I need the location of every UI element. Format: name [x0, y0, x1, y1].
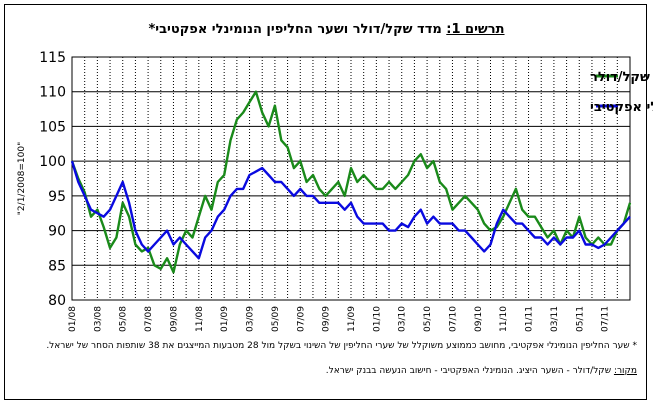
x-tick-label: 03/09 — [246, 306, 256, 332]
y-tick-label: 115 — [39, 50, 66, 66]
x-tick-label: 07/09 — [296, 306, 306, 332]
x-tick-label: 07/08 — [144, 306, 154, 332]
y-tick-label: 80 — [48, 293, 66, 309]
x-tick-label: 11/09 — [347, 306, 357, 332]
y-tick-label: 105 — [39, 119, 66, 135]
series-line-effective — [70, 160, 631, 260]
x-tick-label: 01/10 — [372, 306, 382, 332]
source-label: מקור: — [613, 366, 637, 376]
chart-title-prefix: תרשים 1: — [446, 22, 505, 37]
legend-label-effective: נומינלי אפקטיבי — [590, 100, 653, 115]
x-tick-label: 01/09 — [220, 306, 230, 332]
x-tick-label: 03/10 — [398, 306, 408, 332]
x-tick-label: 03/11 — [550, 306, 560, 332]
x-tick-label: 05/10 — [423, 306, 433, 332]
y-axis-label: "2/1/2008=100" — [17, 142, 27, 215]
x-tick-label: 11/08 — [195, 306, 205, 332]
legend-label-usd: שקל/דולר — [590, 70, 650, 85]
y-tick-label: 90 — [48, 224, 66, 240]
chart-title: תרשים 1: מדד שקל/דולר ושער החליפין הנומי… — [0, 22, 653, 37]
x-tick-label: 09/10 — [474, 306, 484, 332]
x-tick-label: 09/09 — [322, 306, 332, 332]
x-tick-label: 05/09 — [271, 306, 281, 332]
series-line-usd — [70, 90, 632, 274]
x-tick-label: 05/11 — [575, 306, 585, 332]
footnote-source: מקור: שקל/דולר - השער היציג. הנומינלי הא… — [17, 366, 637, 376]
x-tick-label: 01/08 — [68, 306, 78, 332]
x-tick-label: 07/11 — [601, 306, 611, 332]
x-tick-label: 05/08 — [119, 306, 129, 332]
y-tick-label: 95 — [48, 189, 66, 205]
x-tick-label: 11/10 — [499, 306, 509, 332]
x-tick-label: 09/08 — [169, 306, 179, 332]
footnote-definition: * שער החליפין הנומינלי אפקטיבי, מחושב כמ… — [46, 341, 637, 351]
x-tick-label: 01/11 — [525, 306, 535, 332]
y-tick-label: 110 — [39, 85, 66, 101]
x-tick-label: 07/10 — [448, 306, 458, 332]
x-tick-label: 03/08 — [93, 306, 103, 332]
y-tick-label: 100 — [39, 154, 66, 170]
chart-title-text: מדד שקל/דולר ושער החליפין הנומינלי אפקטי… — [148, 22, 442, 37]
y-tick-label: 85 — [48, 258, 66, 274]
source-text: שקל/דולר - השער היציג. הנומינלי האפקטיבי… — [325, 366, 614, 376]
